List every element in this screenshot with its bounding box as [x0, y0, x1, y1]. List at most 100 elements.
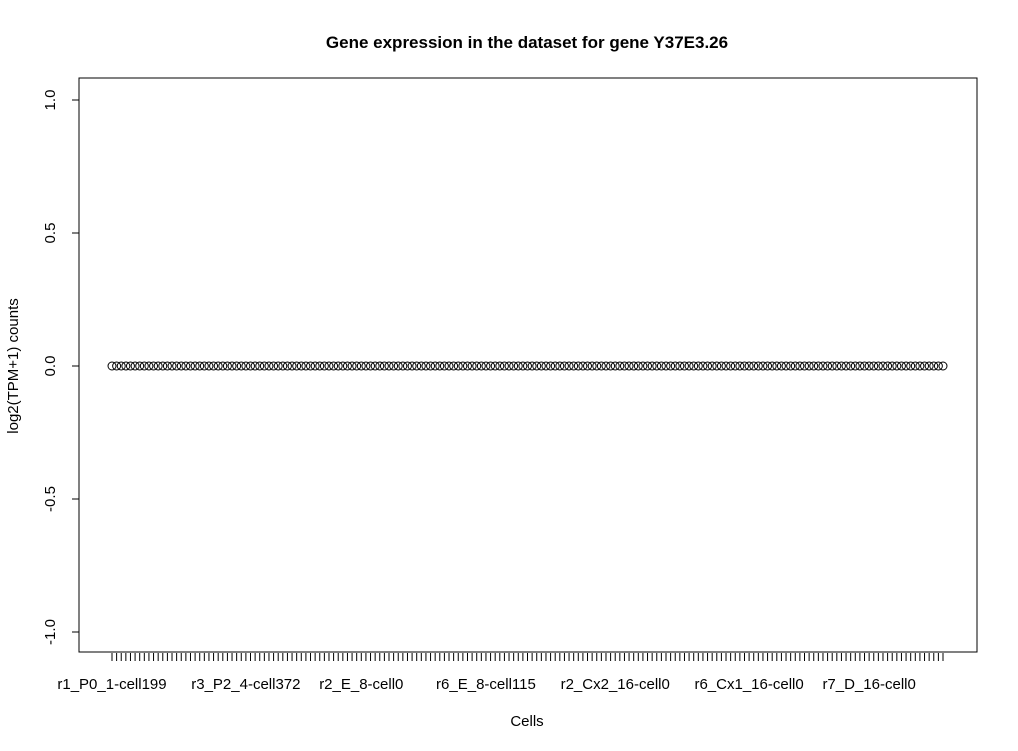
data-point [823, 361, 833, 371]
data-point [924, 361, 934, 371]
data-point [938, 361, 948, 371]
data-points [107, 361, 948, 371]
data-point [818, 361, 828, 371]
data-point [292, 361, 302, 371]
data-point [619, 361, 629, 371]
data-point [213, 361, 223, 371]
data-point [716, 361, 726, 371]
data-point [767, 361, 777, 371]
data-point [910, 361, 920, 371]
data-point [439, 361, 449, 371]
data-point [633, 361, 643, 371]
data-point [273, 361, 283, 371]
x-axis: r1_P0_1-cell199 r3_P2_4-cell372 r2_E_8-cel… [57, 653, 944, 693]
data-point [352, 361, 362, 371]
data-point [250, 361, 260, 371]
data-point [675, 361, 685, 371]
data-point [578, 361, 588, 371]
data-point [315, 361, 325, 371]
data-point [901, 361, 911, 371]
data-point [264, 361, 274, 371]
data-point [846, 361, 856, 371]
data-point [490, 361, 500, 371]
data-point [527, 361, 537, 371]
data-point [172, 361, 182, 371]
data-point [444, 361, 454, 371]
data-point [509, 361, 519, 371]
data-point [689, 361, 699, 371]
data-point [310, 361, 320, 371]
data-point [809, 361, 819, 371]
data-point [532, 361, 542, 371]
data-point [555, 361, 565, 371]
data-point [541, 361, 551, 371]
data-point [467, 361, 477, 371]
data-point [144, 361, 154, 371]
data-point [730, 361, 740, 371]
data-point [190, 361, 200, 371]
data-point [472, 361, 482, 371]
data-point [656, 361, 666, 371]
data-point [915, 361, 925, 371]
y-tick-label: 1.0 [42, 90, 59, 111]
data-point [813, 361, 823, 371]
data-point [287, 361, 297, 371]
data-point [347, 361, 357, 371]
data-point [800, 361, 809, 371]
data-point [462, 361, 472, 371]
y-tick-label: -1.0 [42, 619, 59, 645]
data-point [375, 361, 385, 371]
data-point [370, 361, 380, 371]
data-point [610, 361, 620, 371]
data-point [841, 361, 851, 371]
y-axis-label: log2(TPM+1) counts [5, 298, 22, 433]
data-point [407, 361, 417, 371]
data-point [112, 361, 122, 371]
data-point [158, 361, 168, 371]
x-tick-label: r7_D_16-cell0 [822, 676, 915, 693]
data-point [864, 361, 874, 371]
x-tick-label: r1_P0_1-cell199 [57, 676, 166, 693]
data-point [389, 361, 399, 371]
data-point [550, 361, 560, 371]
data-point [596, 361, 606, 371]
data-point [236, 361, 246, 371]
data-point [278, 361, 288, 371]
data-point [786, 361, 796, 371]
data-point [749, 361, 759, 371]
data-point [499, 361, 509, 371]
data-point [149, 361, 159, 371]
data-point [121, 361, 131, 371]
data-point [416, 361, 426, 371]
data-point [707, 361, 717, 371]
data-point [232, 361, 242, 371]
data-point [162, 361, 172, 371]
data-point [929, 361, 939, 371]
data-point [615, 361, 625, 371]
data-point [832, 361, 842, 371]
data-point [892, 361, 902, 371]
data-point [259, 361, 269, 371]
data-point [504, 361, 514, 371]
data-point [693, 361, 703, 371]
data-point [836, 361, 846, 371]
data-point [195, 361, 205, 371]
data-point [209, 361, 219, 371]
data-point [873, 361, 883, 371]
data-point [495, 361, 505, 371]
x-tick-label: r2_E_8-cell0 [319, 676, 403, 693]
x-tick-label: r6_Cx1_16-cell0 [694, 676, 803, 693]
data-point [130, 361, 140, 371]
data-point [153, 361, 163, 371]
data-point [883, 361, 893, 371]
data-point [827, 361, 837, 371]
data-point [333, 361, 343, 371]
data-point [523, 361, 532, 371]
data-point [481, 361, 491, 371]
data-point [518, 361, 528, 371]
data-point [199, 361, 209, 371]
x-tick-label: r6_E_8-cell115 [436, 676, 536, 693]
data-point [703, 361, 713, 371]
